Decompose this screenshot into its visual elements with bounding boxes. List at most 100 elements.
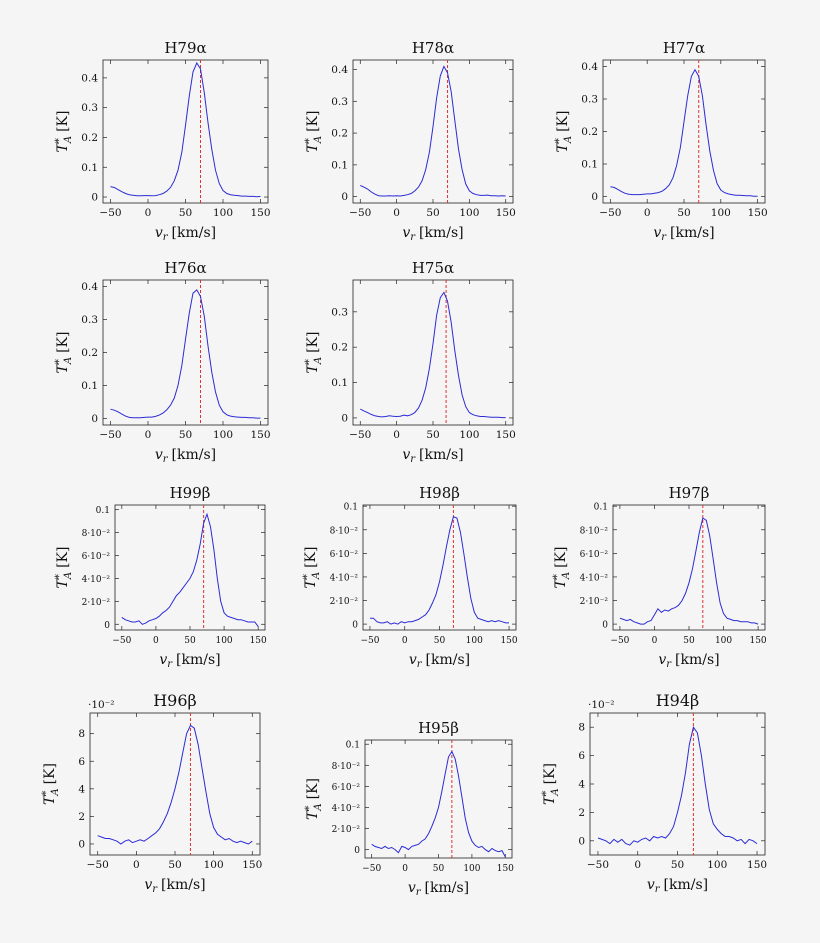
x-axis-label-unit: [km/s] (172, 225, 217, 241)
x-tick-label: 50 (168, 859, 181, 871)
y-tick-label: 2·10⁻² (580, 597, 609, 607)
x-tick-label: 0 (634, 859, 641, 871)
x-axis-label-sub: r (416, 887, 422, 898)
x-axis-label-var: v (653, 225, 661, 241)
y-axis-label-sub: A (63, 136, 74, 144)
x-axis-label-sub: r (410, 454, 416, 465)
y-tick-label: 0.3 (331, 306, 348, 318)
x-axis-label: vr [km/s] (647, 877, 708, 895)
x-tick-label: 100 (711, 207, 731, 219)
y-axis-label-unit: [K] (55, 332, 71, 353)
x-axis-label-var: v (159, 652, 167, 668)
x-axis-label-sub: r (666, 659, 672, 670)
x-tick-label: 50 (426, 429, 439, 441)
y-axis-label-sub: A (550, 788, 561, 796)
y-axis-label-var: T (55, 141, 71, 152)
y-axis-label: T*A [K] (541, 763, 561, 805)
y-axis-label-sup: * (304, 806, 315, 811)
y-axis-label-var: T (305, 809, 321, 820)
spectrum-line (597, 725, 758, 846)
x-tick-label: 0 (402, 864, 408, 874)
spectrum-line (97, 724, 253, 845)
y-axis-label-unit: [K] (305, 778, 321, 799)
plot-frame (364, 739, 513, 859)
x-tick-label: 150 (497, 864, 514, 874)
plot-title: H98β (419, 484, 460, 502)
x-tick-label: 50 (434, 636, 446, 646)
x-axis-label-var: v (402, 225, 410, 241)
y-axis-label-unit: [K] (305, 332, 321, 353)
y-tick-label: 0.2 (331, 342, 348, 354)
x-tick-label: 150 (496, 207, 516, 219)
y-tick-label: 8 (78, 728, 85, 740)
y-axis-label-unit: [K] (42, 763, 58, 784)
x-axis-label-unit: [km/s] (675, 652, 720, 668)
y-axis-label-sup: * (41, 791, 52, 796)
y-axis-label-var: T (553, 577, 569, 588)
y-tick-label: 6 (578, 750, 585, 762)
x-tick-label: 50 (671, 859, 684, 871)
x-axis-label-var: v (408, 880, 416, 896)
y-tick-label: 4 (578, 779, 585, 791)
y-axis-label-sup: * (554, 138, 565, 143)
x-tick-label: −50 (349, 207, 371, 219)
x-axis-label-sub: r (661, 232, 667, 243)
y-tick-label: 0.4 (81, 281, 98, 293)
x-tick-label: −50 (87, 859, 109, 871)
x-axis-label-var: v (658, 652, 666, 668)
y-exponent-label: ·10⁻² (588, 699, 614, 711)
plot-title: H75α (412, 259, 454, 277)
y-tick-label: 0 (602, 621, 608, 631)
y-axis-label-sup: * (54, 359, 65, 364)
x-axis-label-sub: r (152, 884, 158, 895)
y-axis-label-unit: [K] (303, 547, 319, 568)
y-axis-label-var: T (305, 141, 321, 152)
y-axis-label: T*A [K] (304, 111, 324, 153)
spectrum-line (360, 291, 506, 419)
x-tick-label: −50 (599, 207, 621, 219)
x-tick-label: −50 (360, 636, 379, 646)
y-axis-label: T*A [K] (54, 332, 74, 374)
y-axis-label-sub: A (63, 572, 74, 580)
y-tick-label: 0 (591, 191, 598, 203)
x-axis-label-sub: r (417, 659, 423, 670)
y-axis-label: T*A [K] (54, 111, 74, 153)
x-axis-label: vr [km/s] (402, 447, 463, 465)
y-axis-label: T*A [K] (304, 332, 324, 374)
y-tick-label: 0.4 (581, 61, 598, 73)
x-axis-label: vr [km/s] (658, 652, 719, 670)
x-tick-label: 100 (463, 864, 480, 874)
y-tick-label: 0.2 (81, 347, 98, 359)
plot-frame (612, 504, 766, 631)
y-tick-label: 0 (578, 835, 585, 847)
x-tick-label: 100 (715, 636, 732, 646)
y-axis-label-sub: A (313, 136, 324, 144)
plot-title: H99β (170, 484, 211, 502)
x-axis-label: vr [km/s] (155, 447, 216, 465)
y-tick-label: 0.2 (331, 128, 348, 140)
x-tick-label: 150 (250, 636, 267, 646)
x-axis-label: vr [km/s] (653, 225, 714, 243)
y-tick-label: 0.3 (581, 94, 598, 106)
y-tick-label: 0 (352, 621, 358, 631)
x-axis-label-var: v (647, 877, 655, 893)
y-axis-label: T*A [K] (552, 547, 572, 589)
x-tick-label: 50 (433, 864, 445, 874)
x-axis-label: vr [km/s] (159, 652, 220, 670)
y-tick-label: 8 (578, 722, 585, 734)
plot-frame (352, 59, 514, 204)
plot-frame (362, 504, 517, 631)
x-tick-label: 100 (466, 636, 483, 646)
x-tick-label: 0 (145, 207, 152, 219)
y-axis-label-unit: [K] (55, 547, 71, 568)
x-axis-label-unit: [km/s] (670, 225, 715, 241)
spectrum-line (110, 61, 261, 198)
y-tick-label: 0.1 (96, 506, 110, 516)
y-tick-label: 8·10⁻² (580, 526, 609, 536)
y-axis-label-unit: [K] (553, 547, 569, 568)
